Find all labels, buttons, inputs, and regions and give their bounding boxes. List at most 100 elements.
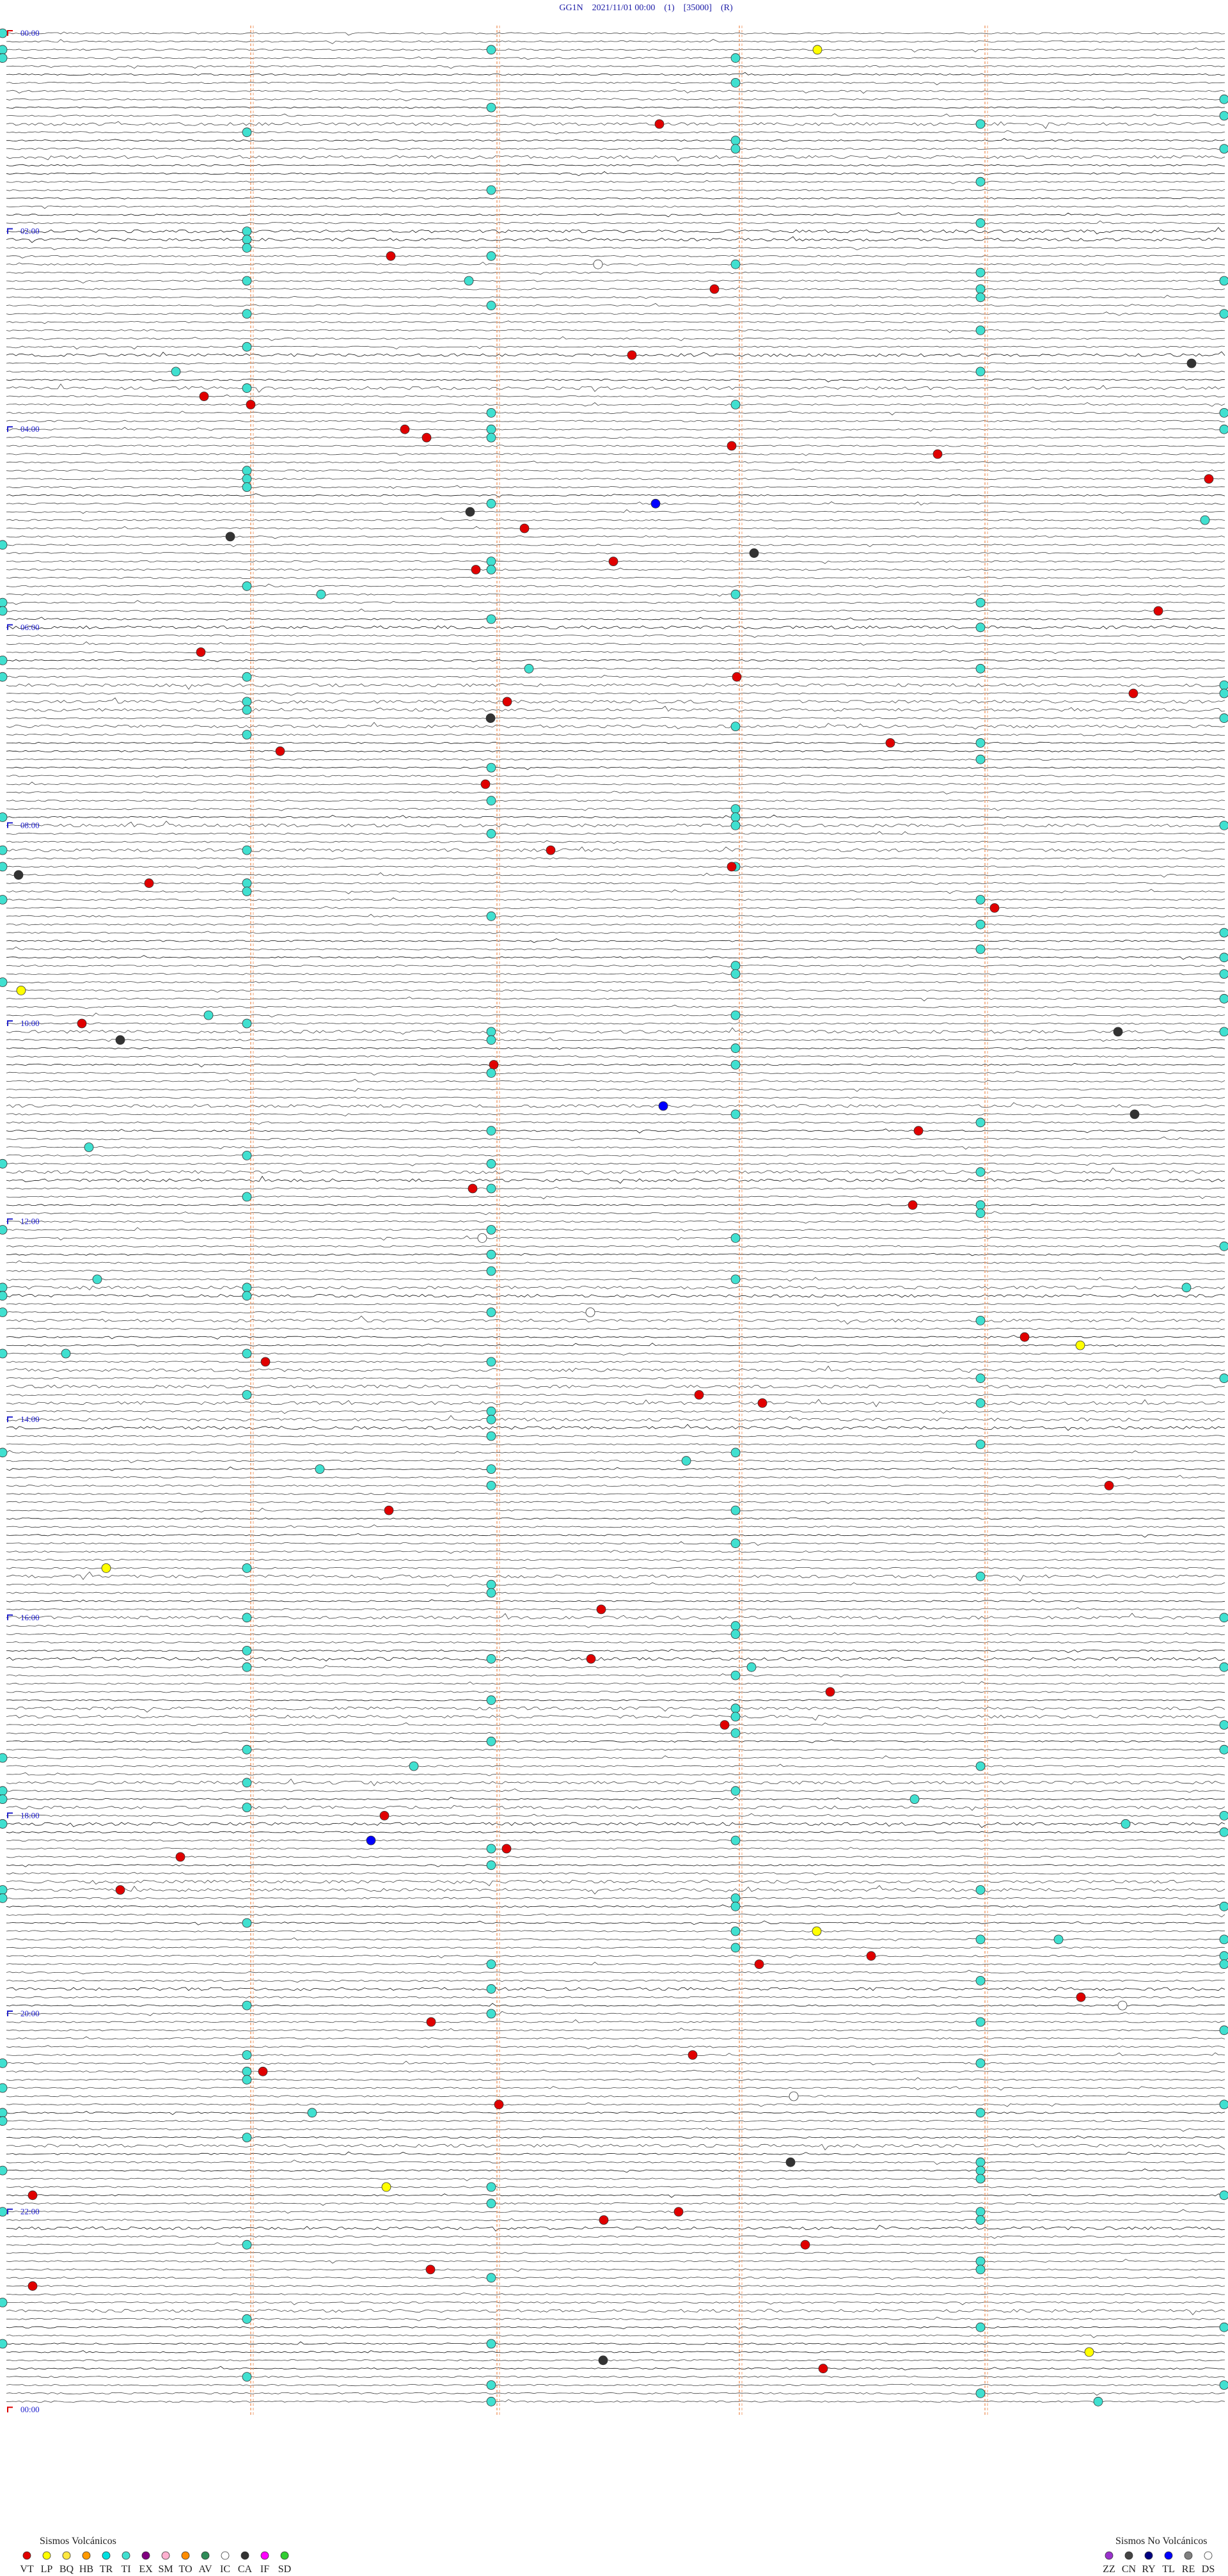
event [242, 474, 252, 484]
event [975, 738, 986, 748]
event [975, 2058, 986, 2068]
event [1181, 1283, 1192, 1293]
event [242, 1613, 252, 1623]
trace [6, 1293, 1225, 1298]
event [730, 1786, 741, 1796]
trace [6, 2359, 1225, 2362]
trace [6, 1285, 1225, 1291]
trace [6, 2350, 1225, 2353]
trace [6, 774, 1225, 778]
trace [6, 1839, 1225, 1842]
event [1219, 2190, 1228, 2201]
event [242, 482, 252, 492]
legend-swatch [1164, 2551, 1173, 2560]
event [421, 432, 432, 443]
legend: Sismos Volcánicos Sismos No Volcánicos V… [20, 2536, 1215, 2575]
event [694, 1390, 704, 1400]
event [0, 606, 8, 616]
trace [6, 1063, 1225, 1068]
trace [6, 2366, 1225, 2371]
trace [6, 1334, 1225, 1339]
trace [6, 1393, 1225, 1396]
time-label: 12:00 [20, 1217, 40, 1226]
event [730, 589, 741, 599]
event [175, 1852, 185, 1862]
event [730, 144, 741, 154]
trace [6, 2268, 1225, 2272]
trace [6, 1517, 1225, 1520]
trace [6, 1913, 1225, 1918]
legend-title: Sismos No Volcánicos [1115, 2536, 1207, 2547]
trace [6, 807, 1225, 811]
event [975, 597, 986, 608]
event [486, 251, 496, 261]
event [975, 622, 986, 633]
legend-swatch [240, 2551, 249, 2560]
trace [6, 2151, 1225, 2155]
trace [6, 2301, 1225, 2305]
event [785, 2157, 796, 2167]
trace [6, 593, 1225, 597]
event [425, 2264, 436, 2275]
trace [6, 1220, 1225, 1224]
time-label: 06:00 [20, 622, 40, 632]
event [1219, 1901, 1228, 1911]
trace [6, 2292, 1225, 2296]
event [486, 1464, 496, 1474]
trace [6, 56, 1225, 60]
event [749, 548, 759, 558]
trace [6, 402, 1225, 407]
event [1219, 1959, 1228, 1969]
trace [6, 659, 1225, 663]
trace [6, 674, 1225, 679]
trace [6, 1113, 1225, 1117]
trace [6, 287, 1225, 290]
event [650, 498, 661, 509]
time-label: 04:00 [20, 424, 40, 434]
event [242, 2066, 252, 2076]
event [485, 713, 496, 723]
trace [6, 1987, 1225, 1991]
event [0, 1225, 8, 1235]
trace [6, 1632, 1225, 1636]
trace [6, 2177, 1225, 2181]
event [101, 1563, 111, 1573]
trace [6, 2036, 1225, 2040]
trace [6, 913, 1225, 917]
trace [6, 1955, 1225, 1959]
trace [6, 667, 1225, 670]
trace [6, 1947, 1225, 1949]
trace [6, 2209, 1225, 2214]
trace [6, 1443, 1225, 1446]
trace [6, 1013, 1225, 1018]
event [1219, 993, 1228, 1004]
event [596, 1604, 606, 1615]
trace [6, 2027, 1225, 2032]
event [242, 1645, 252, 1655]
event [486, 911, 496, 921]
trace [6, 576, 1225, 580]
event [975, 2322, 986, 2332]
event [1219, 2025, 1228, 2035]
event [242, 383, 252, 393]
trace [6, 303, 1225, 307]
legend-title: Sismos Volcánicos [40, 2536, 116, 2547]
trace [6, 2019, 1225, 2023]
trace [6, 1146, 1225, 1150]
trace [6, 955, 1225, 960]
event [519, 523, 530, 533]
trace [6, 411, 1225, 416]
event [486, 301, 496, 311]
event [975, 1167, 986, 1177]
trace [6, 683, 1225, 690]
trace [6, 1822, 1225, 1828]
event [242, 309, 252, 319]
event [1219, 1373, 1228, 1384]
trace [6, 1187, 1225, 1190]
event [654, 119, 665, 129]
event [486, 1308, 496, 1317]
trace [6, 946, 1225, 951]
trace [6, 320, 1225, 324]
event [486, 2199, 496, 2209]
trace [6, 2086, 1225, 2090]
